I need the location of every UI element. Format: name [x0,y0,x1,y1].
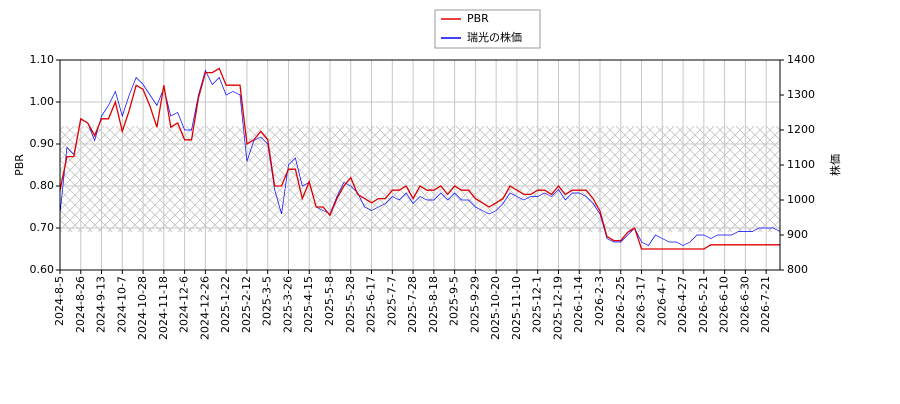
x-tick-label: 2026-4-27 [676,276,689,333]
x-tick-label: 2024-12-26 [198,276,211,340]
x-tick-label: 2025-11-10 [510,276,523,340]
legend [434,9,541,49]
x-tick-label: 2025-10-20 [489,276,502,340]
x-tick-label: 2025-4-15 [302,276,315,333]
x-tick-label: 2026-7-21 [759,276,772,333]
y2-tick-label: 900 [787,228,808,241]
y2-tick-label: 800 [787,263,808,276]
x-tick-label: 2024-12-6 [178,276,191,333]
x-tick-label: 2025-9-29 [468,276,481,333]
x-tick-label: 2025-9-5 [448,276,461,326]
series-line [59,67,780,250]
y-tick-label: 0.60 [30,263,55,276]
x-tick-label: 2025-8-18 [427,276,440,333]
y2-tick-label: 1000 [787,193,815,206]
x-tick-label: 2025-12-19 [551,276,564,340]
y2-axis-label: 株価 [828,154,842,176]
x-tick-label: 2025-12-1 [531,276,544,333]
x-tick-label: 2026-4-7 [655,276,668,326]
x-tick-label: 2025-5-8 [323,276,336,326]
x-tick-label: 2025-6-17 [365,276,378,333]
y2-tick-label: 1200 [787,123,815,136]
x-tick-label: 2026-6-30 [738,276,751,333]
x-tick-label: 2024-9-13 [95,276,108,333]
x-tick-label: 2026-2-3 [593,276,606,326]
y2-tick-label: 1100 [787,158,815,171]
y-tick-label: 0.70 [30,221,55,234]
x-tick-label: 2025-7-7 [385,276,398,326]
lines [59,67,781,250]
grid [59,59,780,271]
hatched-band [60,126,780,232]
y-tick-label: 1.10 [30,53,55,66]
x-tick-label: 2024-8-26 [74,276,87,333]
legend-label: PBR [467,12,489,25]
x-tick-label: 2025-7-28 [406,276,419,333]
x-tick-label: 2026-2-25 [614,276,627,333]
y2-tick-label: 1300 [787,88,815,101]
y-tick-label: 0.80 [30,179,55,192]
x-tick-label: 2024-10-7 [115,276,128,333]
legend-label: 瑞光の株価 [467,30,522,44]
x-tick-label: 2025-1-22 [219,276,232,333]
x-tick-label: 2026-6-10 [718,276,731,333]
x-tick-label: 2025-5-28 [344,276,357,333]
y-tick-label: 1.00 [30,95,55,108]
y-axis-label: PBR [13,154,26,176]
y-tick-label: 0.90 [30,137,55,150]
x-tick-label: 2025-2-12 [240,276,253,333]
x-tick-label: 2025-3-26 [281,276,294,333]
x-tick-label: 2024-8-5 [53,276,66,326]
x-tick-label: 2026-3-17 [635,276,648,333]
y2-tick-label: 1400 [787,53,815,66]
x-tick-label: 2026-5-21 [697,276,710,333]
x-tick-label: 2025-3-5 [261,276,274,326]
x-tick-label: 2026-1-14 [572,276,585,333]
x-tick-label: 2024-11-18 [157,276,170,340]
x-tick-label: 2024-10-28 [136,276,149,340]
series-line [59,69,781,246]
